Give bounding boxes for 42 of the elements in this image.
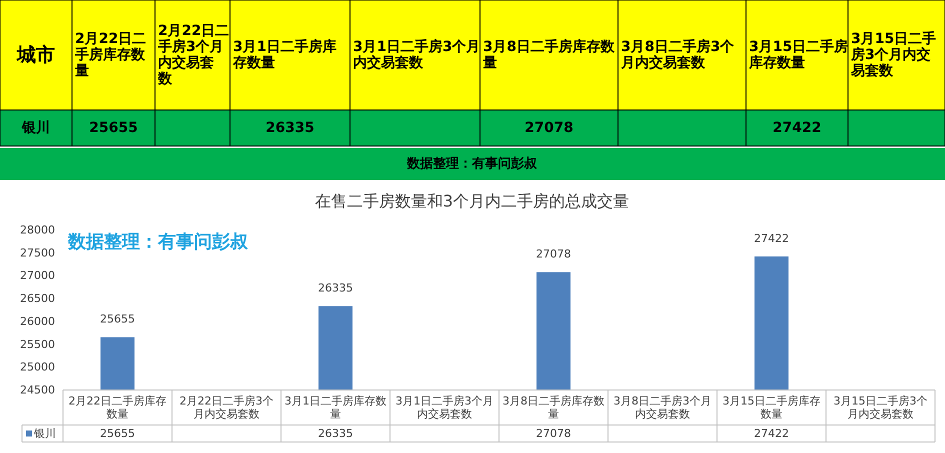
category-label: 3月15日二手房库存数量	[749, 38, 848, 72]
y-tick-label: 26500	[20, 292, 55, 306]
text: 数据整理：有事问彭叔	[406, 156, 538, 172]
category-label: 3月15日二手房3个月内交易套数	[851, 30, 936, 80]
category-label: 2月22日二手房3个月内交易套数	[158, 22, 230, 88]
data-label: 27078	[524, 120, 574, 136]
legend-label: 银川	[33, 427, 56, 440]
text: 27078	[536, 427, 571, 440]
text: 25655	[100, 312, 135, 326]
category-label: 3月1日二手房3个月内交易套数	[353, 38, 480, 72]
text: 27078	[536, 248, 571, 261]
text: 26335	[318, 427, 353, 440]
text: 26335	[318, 282, 353, 295]
data-label: 27422	[772, 120, 822, 136]
text: 25655	[100, 427, 135, 440]
x-tick-label: 3月1日二手房3个月内交易套数	[396, 394, 494, 420]
text: 27422	[754, 427, 789, 440]
y-tick-label: 26000	[20, 314, 55, 328]
x-tick-label: 2月22日二手房库存数量	[68, 394, 166, 420]
x-tick-label: 3月15日二手房3个月内交易套数	[834, 394, 928, 420]
category-label: 3月1日二手房库存数量	[233, 38, 336, 72]
y-tick-label: 27000	[20, 269, 55, 282]
text: 27422	[754, 232, 789, 245]
data-label: 25655	[89, 120, 138, 136]
y-tick-label: 25500	[20, 338, 55, 351]
annotation: 数据整理：有事问彭叔	[67, 232, 249, 252]
data-label: 26335	[266, 120, 314, 136]
x-tick-label: 3月1日二手房库存数量	[284, 394, 386, 420]
text: 银川	[22, 120, 50, 136]
x-tick-label: 2月22日二手房3个月内交易套数	[180, 394, 274, 420]
category-label: 3月8日二手房库存数量	[483, 38, 614, 72]
x-tick-label: 3月15日二手房库存数量	[722, 394, 820, 420]
x-tick-label: 3月8日二手房3个月内交易套数	[614, 394, 712, 420]
chart-title: 在售二手房数量和3个月内二手房的总成交量	[314, 192, 630, 210]
y-tick-label: 28000	[20, 224, 55, 236]
legend-title: 城市	[16, 44, 55, 66]
y-tick-label: 27500	[20, 246, 55, 260]
category-label: 2月22日二手房库存数量	[75, 30, 146, 80]
y-tick-label: 24500	[20, 384, 55, 396]
category-label: 3月8日二手房3个月内交易套数	[621, 38, 734, 72]
y-tick-label: 25000	[20, 360, 55, 374]
x-tick-label: 3月8日二手房库存数量	[502, 394, 604, 420]
